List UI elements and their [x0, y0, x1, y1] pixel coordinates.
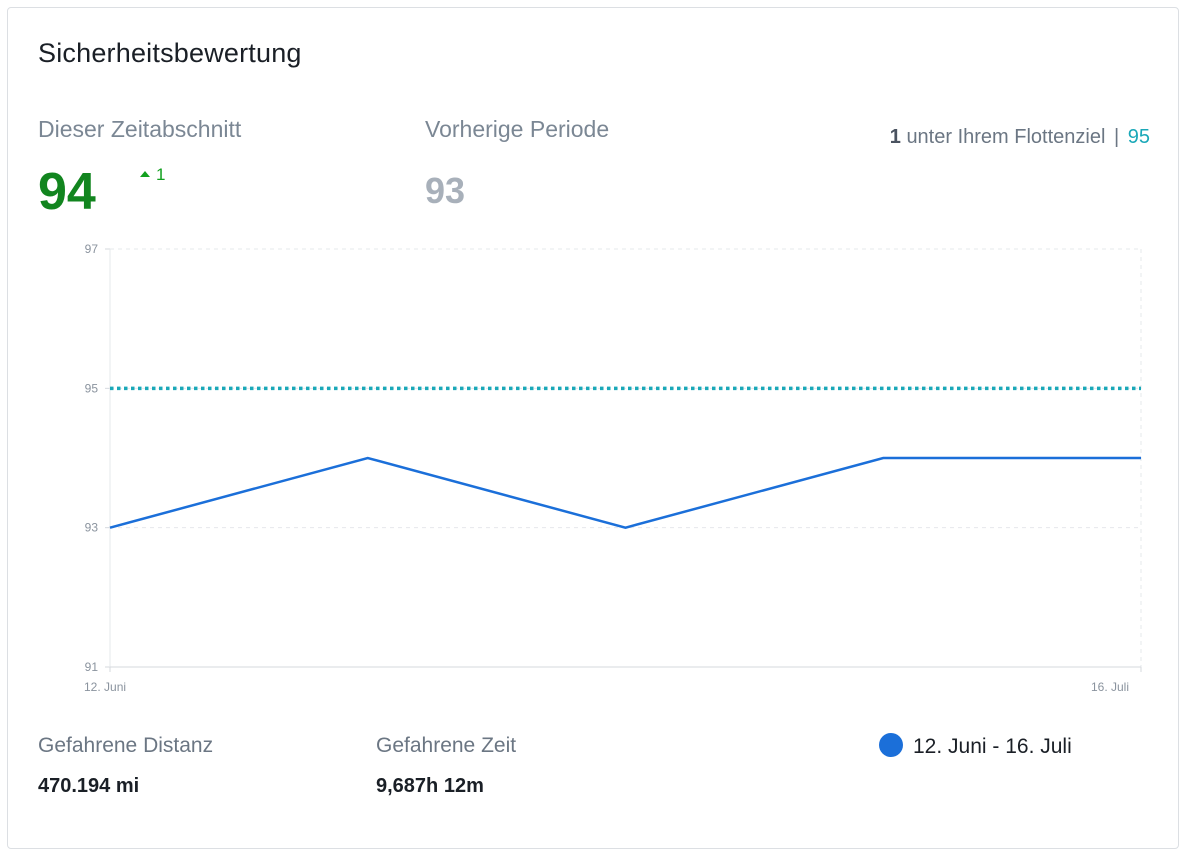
fleet-target-value: 95 — [1127, 126, 1150, 148]
safety-score-card — [7, 7, 1179, 849]
time-label: Gefahrene Zeit — [376, 734, 517, 757]
fleet-target-note: 1 unter Ihrem Flottenziel | 95 — [890, 126, 1150, 149]
distance-label: Gefahrene Distanz — [38, 734, 214, 757]
chart-legend: 12. Juni - 16. Juli — [879, 733, 1072, 759]
previous-period-label: Vorherige Periode — [425, 116, 610, 142]
y-tick-label: 93 — [85, 521, 99, 535]
x-tick-label: 12. Juni — [84, 680, 126, 694]
delta-value: 1 — [156, 165, 166, 184]
previous-score: 93 — [425, 170, 466, 211]
legend-label: 12. Juni - 16. Juli — [913, 735, 1072, 758]
target-separator: | — [1113, 126, 1120, 148]
target-gap: 1 — [889, 126, 901, 148]
arrow-up-icon — [140, 171, 150, 177]
y-tick-label: 91 — [85, 660, 99, 674]
y-tick-label: 97 — [85, 242, 99, 256]
safety-score-chart: 97 95 93 91 12. Juni 16. Juli — [84, 242, 1142, 694]
current-score: 94 — [38, 163, 96, 221]
time-value: 9,687h 12m — [376, 775, 484, 797]
score-delta: 1 — [140, 165, 165, 185]
x-tick-label: 16. Juli — [1091, 680, 1129, 694]
y-tick-label: 95 — [85, 381, 99, 395]
current-period-label: Dieser Zeitabschnitt — [38, 116, 242, 142]
target-text: unter Ihrem Flottenziel — [906, 126, 1106, 148]
card-title: Sicherheitsbewertung — [38, 38, 302, 68]
legend-dot-icon — [879, 733, 903, 757]
series-line — [109, 456, 1141, 529]
distance-value: 470.194 mi — [38, 775, 140, 797]
